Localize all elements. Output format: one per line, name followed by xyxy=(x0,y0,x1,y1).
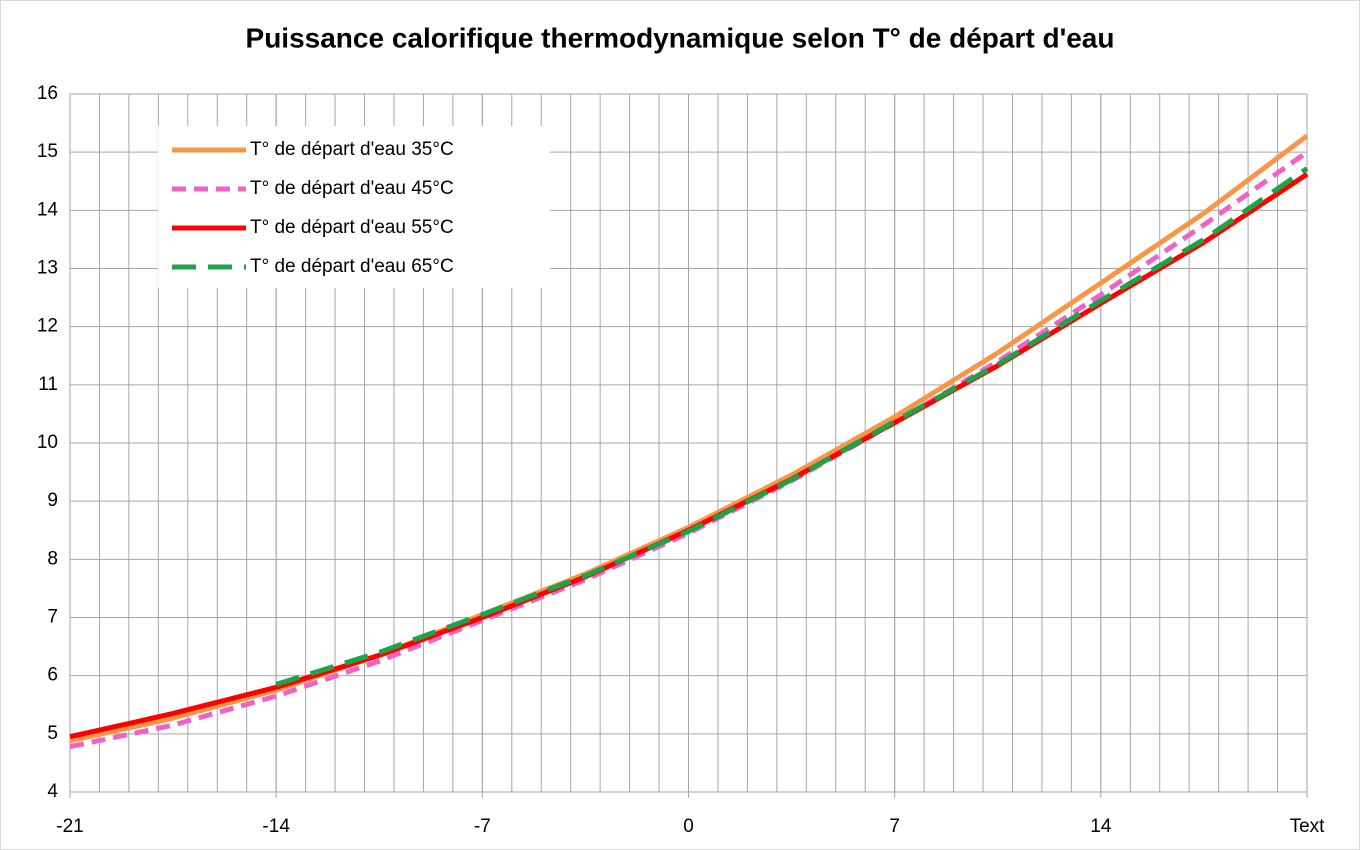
y-tick-label: 7 xyxy=(47,607,58,628)
y-tick-label: 13 xyxy=(37,258,58,279)
x-tick-label: -14 xyxy=(262,816,290,837)
plot-frame xyxy=(69,93,1308,793)
x-tick-label: 14 xyxy=(1090,816,1112,837)
series-line xyxy=(69,133,1309,744)
y-tick-label: 6 xyxy=(47,665,58,686)
x-tick-label: 0 xyxy=(683,816,694,837)
chart-title: Puissance calorifique thermodynamique se… xyxy=(246,22,1115,53)
y-tick-label: 4 xyxy=(47,781,58,802)
y-tick-label: 9 xyxy=(47,490,58,511)
y-tick-label: 8 xyxy=(47,548,58,569)
y-tick-label: 11 xyxy=(38,374,58,395)
legend-label: T° de départ d'eau 55°C xyxy=(250,217,454,238)
legend-label: T° de départ d'eau 65°C xyxy=(250,256,454,277)
y-tick-label: 10 xyxy=(37,432,58,453)
legend-box xyxy=(158,126,550,288)
x-tick-label: 7 xyxy=(889,816,900,837)
x-tick-label: -7 xyxy=(474,816,491,837)
legend-label: T° de départ d'eau 45°C xyxy=(250,178,454,199)
y-tick-label: 5 xyxy=(47,723,58,744)
y-tick-label: 15 xyxy=(37,141,58,162)
series-line xyxy=(275,166,1309,687)
legend-label: T° de départ d'eau 35°C xyxy=(250,139,454,160)
x-tick-label: Text xyxy=(1290,816,1326,837)
y-tick-label: 14 xyxy=(37,199,59,220)
legend: T° de départ d'eau 35°C T° de départ d'ea… xyxy=(158,126,550,288)
x-tick-label: -21 xyxy=(56,816,83,837)
y-tick-label: 12 xyxy=(37,316,58,337)
y-tick-label: 16 xyxy=(37,83,58,104)
series-line xyxy=(69,150,1309,750)
